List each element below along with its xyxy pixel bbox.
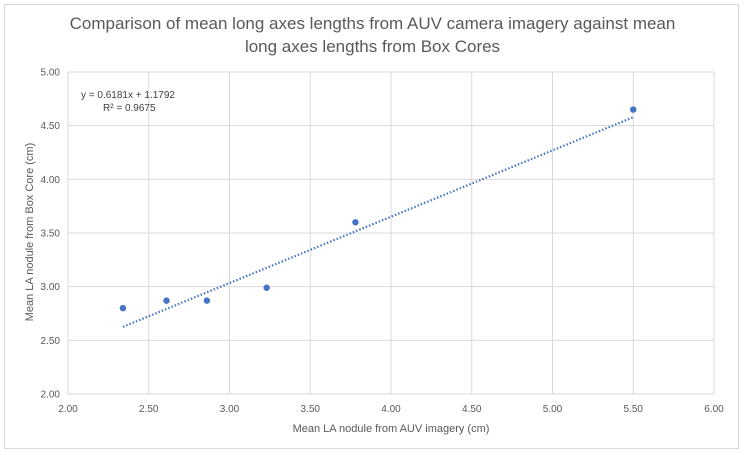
chart-title-line-1: Comparison of mean long axes lengths fro…	[69, 14, 676, 33]
y-tick-label: 4.50	[41, 121, 61, 132]
gridlines	[67, 71, 715, 395]
y-tick-label: 3.50	[41, 229, 61, 240]
x-tick-label: 6.00	[704, 404, 724, 415]
data-point-6	[630, 106, 637, 113]
y-tick-label: 5.00	[41, 68, 61, 79]
data-point-4	[263, 284, 270, 291]
x-tick-label: 5.00	[543, 404, 563, 415]
data-point-1	[119, 304, 127, 312]
y-tick-labels: 2.00 2.50 3.00 3.50 4.00 4.50 5.00	[41, 68, 61, 401]
y-tick-label: 2.50	[41, 336, 61, 347]
r-squared-label: R² = 0.9675	[103, 103, 156, 114]
data-point-5	[352, 219, 359, 226]
x-tick-label: 3.00	[220, 404, 240, 415]
y-tick-label: 4.00	[41, 175, 61, 186]
y-tick-label: 3.00	[41, 282, 61, 293]
x-axis-title: Mean LA nodule from AUV imagery (cm)	[293, 423, 490, 435]
data-points	[119, 106, 637, 312]
x-tick-label: 4.50	[462, 404, 482, 415]
y-tick-label: 2.00	[41, 390, 61, 401]
chart-title-line-2: long axes lengths from Box Cores	[244, 37, 501, 56]
x-tick-labels: 2.00 2.50 3.00 3.50 4.00 4.50 5.00 5.50 6.00	[58, 404, 724, 415]
data-point-3	[203, 297, 211, 304]
y-axis-title: Mean LA nodule from Box Core (cm)	[24, 143, 36, 322]
x-tick-label: 3.50	[301, 404, 321, 415]
x-tick-label: 2.00	[58, 404, 78, 415]
trendline	[122, 116, 634, 328]
data-point-2	[163, 297, 170, 304]
x-tick-label: 4.00	[381, 404, 401, 415]
chart-area	[4, 4, 739, 449]
trendline-equation: y = 0.6181x + 1.1792	[81, 90, 175, 101]
x-tick-label: 2.50	[139, 404, 159, 415]
x-tick-label: 5.50	[624, 404, 644, 415]
